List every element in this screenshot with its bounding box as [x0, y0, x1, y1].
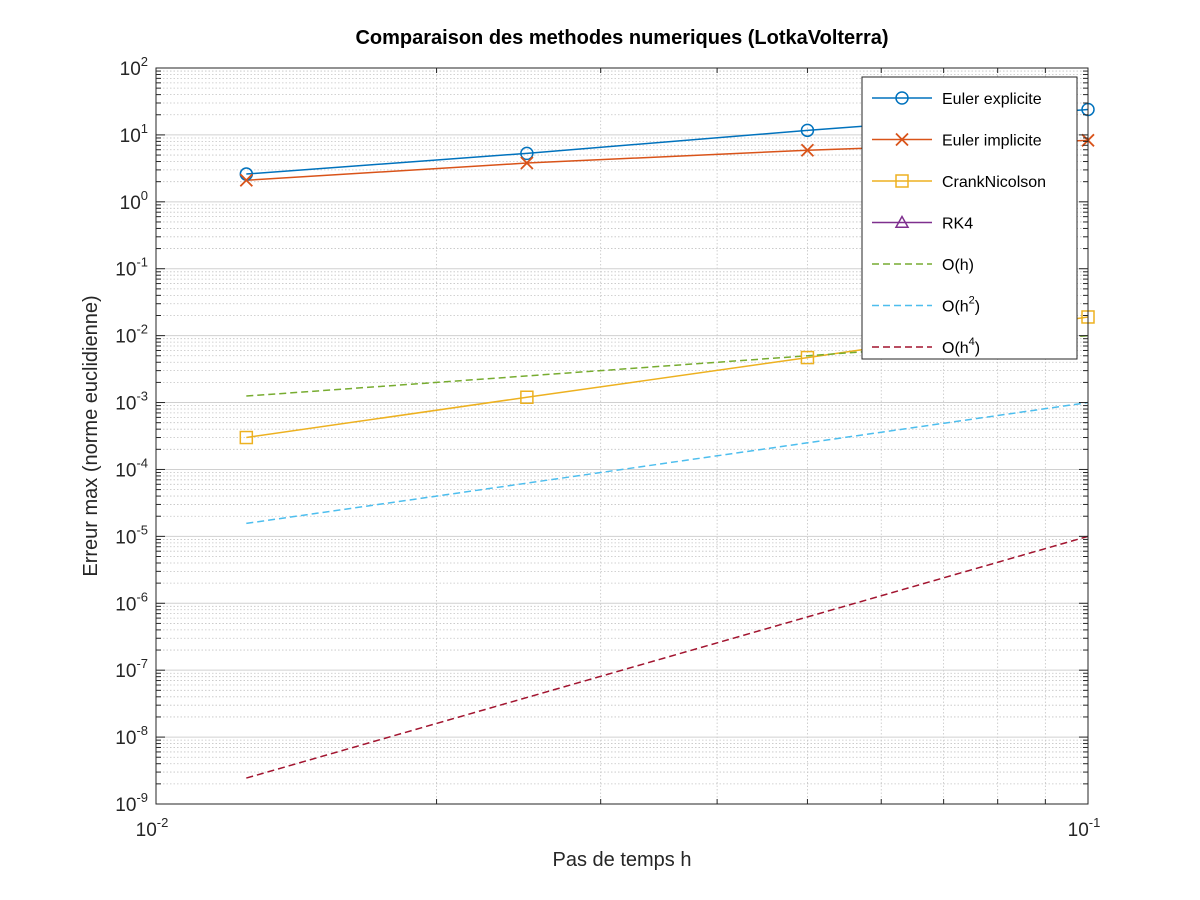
data-point-1-stroke — [239, 173, 253, 187]
legend-label: Euler explicite — [942, 91, 1042, 108]
legend-marker-1 — [895, 132, 909, 147]
data-point-1 — [520, 156, 534, 170]
axis-ticks — [155, 67, 1089, 805]
y-tick-label: 100 — [120, 188, 148, 214]
y-tick-label: 10-6 — [115, 589, 148, 615]
x-tick-label: 10-2 — [136, 815, 169, 841]
legend-entries: Euler explicite Euler implicite CrankNicol… — [872, 91, 1046, 357]
x-tick-labels: 10-2 10-1 — [136, 815, 1101, 841]
legend-label: RK4 — [942, 216, 973, 233]
data-point-0 — [520, 146, 534, 161]
data-point-2 — [800, 350, 815, 365]
series-line-5 — [246, 401, 1089, 525]
y-tick-label: 10-5 — [115, 522, 148, 548]
data-point-0 — [800, 123, 815, 138]
y-tick-label: 10-3 — [115, 389, 148, 415]
y-tick-label: 10-9 — [115, 790, 148, 816]
data-point-1-stroke — [520, 156, 534, 170]
y-tick-label: 10-8 — [115, 723, 148, 749]
y-tick-label: 10-2 — [115, 322, 148, 348]
data-point-1 — [239, 173, 253, 187]
legend-label: O(h4) — [942, 336, 980, 357]
y-tick-label: 10-7 — [115, 656, 148, 682]
legend-label: Euler implicite — [942, 133, 1042, 150]
x-axis-label: Pas de temps h — [553, 849, 692, 871]
y-tick-label: 10-1 — [115, 255, 148, 281]
data-point-2 — [239, 430, 254, 445]
legend-marker-3 — [894, 214, 910, 229]
series-line-4 — [246, 334, 1089, 397]
x-tick-label: 10-1 — [1068, 815, 1101, 841]
legend: Euler explicite Euler implicite CrankNicol… — [861, 76, 1078, 360]
y-tick-label: 101 — [120, 121, 148, 147]
series-line-6 — [246, 535, 1089, 779]
legend-marker-1-stroke — [895, 132, 909, 147]
legend-marker-2 — [895, 174, 909, 188]
plot-frame — [155, 67, 1089, 805]
chart-title: Comparaison des methodes numeriques (Lot… — [355, 27, 888, 49]
data-point-1 — [800, 143, 815, 157]
y-tick-labels: 10-9 10-8 10-7 10-6 10-5 10-4 10-3 10-2 10-1 100 1… — [115, 54, 148, 816]
legend-label: CrankNicolson — [942, 174, 1046, 191]
data-point-2 — [520, 390, 534, 404]
y-tick-label: 10-4 — [115, 455, 148, 481]
legend-marker-0 — [895, 91, 909, 105]
legend-label: O(h) — [942, 257, 974, 274]
y-tick-label: 102 — [120, 54, 148, 80]
legend-box — [861, 76, 1078, 360]
y-axis-label: Erreur max (norme euclidienne) — [80, 295, 102, 576]
data-point-1-stroke — [800, 143, 815, 157]
legend-label: O(h2) — [942, 295, 980, 316]
